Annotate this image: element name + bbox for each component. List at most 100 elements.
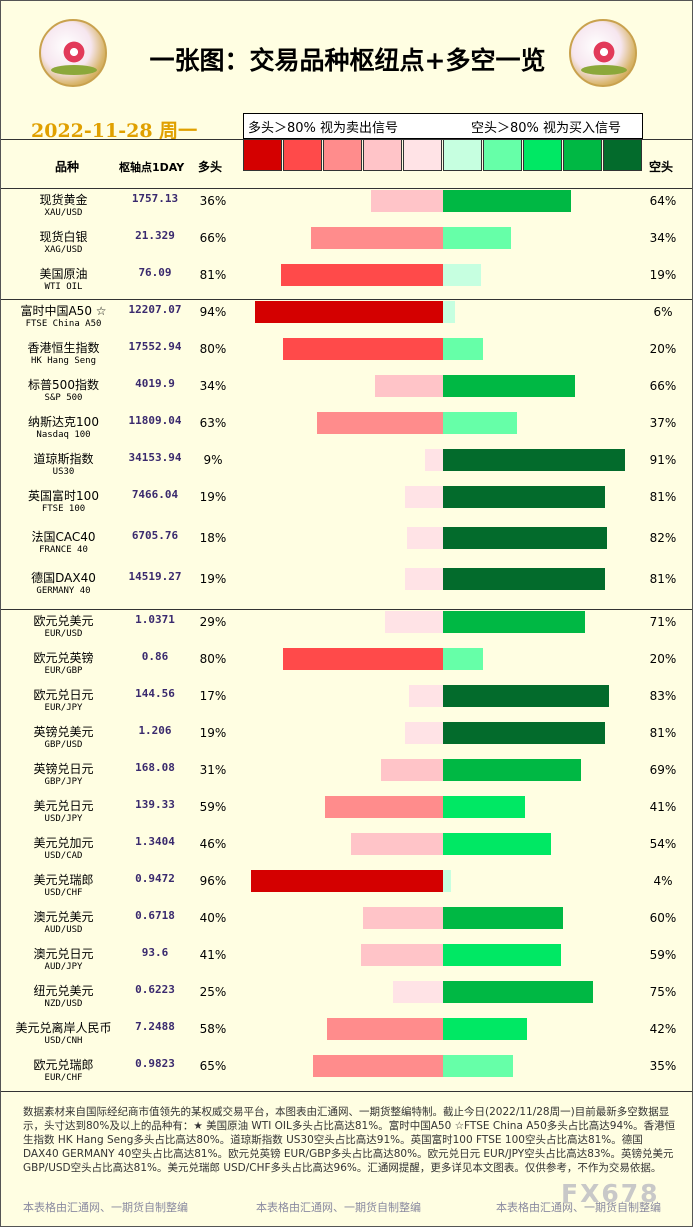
long-percent-label: 29% [199,615,227,629]
long-bar [255,301,443,323]
table-row: 英镑兑日元 GBP/JPY 168.08 31% 69% [1,758,692,795]
instrument-code: US30 [52,467,75,477]
long-percent-label: 36% [199,194,227,208]
watermark: 本表格由汇通网、一期货自制整编 [23,1201,188,1214]
pivot-value: 12207.07 [128,303,182,316]
instrument-name: 标普500指数 [28,378,99,392]
short-bar [443,1018,527,1040]
long-bar [351,833,443,855]
instrument-code: USD/CNH [44,1036,83,1046]
pivot-value: 21.329 [135,229,175,242]
watermark: 本表格由汇通网、一期货自制整编 [256,1201,421,1214]
long-bar [281,264,443,286]
color-scale [243,139,643,171]
instrument-code: XAU/USD [44,208,83,218]
long-bar [325,796,443,818]
short-bar [443,264,481,286]
report-date: 2022-11-28 周一 [31,120,198,142]
instrument-code: EUR/CHF [44,1073,83,1083]
long-bar [327,1018,443,1040]
long-percent-label: 63% [199,416,227,430]
long-percent-label: 80% [199,652,227,666]
short-bar [443,685,609,707]
instrument-name: 美国原油 [39,267,88,281]
long-bar [375,375,443,397]
table-row: 欧元兑英镑 EUR/GBP 0.86 80% 20% [1,647,692,684]
instrument-code: AUD/JPY [44,962,83,972]
short-bar [443,907,563,929]
long-bar [311,227,443,249]
instrument-code: FRANCE 40 [39,545,88,555]
divider [1,188,692,189]
instrument-name: 英镑兑美元 [33,725,94,739]
table-row: 美元兑离岸人民币 USD/CNH 7.2488 58% 42% [1,1017,692,1054]
pivot-value: 14519.27 [128,570,182,583]
instrument-code: FTSE China A50 [25,319,102,329]
long-bar [317,412,443,434]
short-bar [443,981,593,1003]
pivot-value: 1.0371 [135,613,175,626]
watermark: 本表格由汇通网、一期货自制整编 [496,1201,661,1214]
instrument-code: USD/JPY [44,814,83,824]
short-percent-label: 41% [649,800,677,814]
long-percent-label: 96% [199,874,227,888]
long-percent-label: 80% [199,342,227,356]
pivot-value: 34153.94 [128,451,182,464]
instrument-code: FTSE 100 [41,504,86,514]
short-bar [443,227,511,249]
pivot-value: 144.56 [135,687,175,700]
instrument-code: GERMANY 40 [36,586,91,596]
table-row: 富时中国A50 ☆ FTSE China A50 12207.07 94% 6% [1,300,692,337]
long-bar [371,190,443,212]
long-bar [313,1055,443,1077]
table-row: 澳元兑美元 AUD/USD 0.6718 40% 60% [1,906,692,943]
instrument-name: 美元兑加元 [33,836,94,850]
long-percent-label: 34% [199,379,227,393]
short-percent-label: 4% [653,874,673,888]
instrument-code: GBP/USD [44,740,83,750]
pivot-value: 0.6718 [135,909,175,922]
short-percent-label: 69% [649,763,677,777]
short-percent-label: 81% [649,490,677,504]
pivot-value: 6705.76 [131,529,179,542]
short-bar [443,375,575,397]
brand-watermark: FX678 [561,1179,660,1208]
pivot-value: 1.3404 [135,835,175,848]
color-scale-swatch [363,139,402,171]
short-percent-label: 19% [649,268,677,282]
long-bar [409,685,443,707]
long-bar [405,568,443,590]
long-bar [363,907,443,929]
instrument-name: 英镑兑日元 [33,762,94,776]
long-percent-label: 19% [199,490,227,504]
column-header-long: 多头 [198,160,223,174]
short-bar [443,301,455,323]
table-row: 欧元兑瑞郎 EUR/CHF 0.9823 65% 35% [1,1054,692,1091]
short-percent-label: 59% [649,948,677,962]
color-scale-swatch [323,139,362,171]
instrument-code: EUR/USD [44,629,83,639]
short-percent-label: 64% [649,194,677,208]
short-percent-label: 6% [653,305,673,319]
long-percent-label: 65% [199,1059,227,1073]
instrument-name: 欧元兑美元 [33,614,94,628]
divider [1,1091,692,1092]
instrument-code: S&P 500 [44,393,83,403]
table-row: 美元兑瑞郎 USD/CHF 0.9472 96% 4% [1,869,692,906]
short-bar [443,722,605,744]
long-percent-label: 40% [199,911,227,925]
instrument-code: GBP/JPY [44,777,83,787]
short-percent-label: 81% [649,726,677,740]
instrument-name: 现货白银 [39,230,88,244]
instrument-name: 道琼斯指数 [33,452,94,466]
short-percent-label: 82% [649,531,677,545]
long-percent-label: 18% [199,531,227,545]
short-percent-label: 83% [649,689,677,703]
short-bar [443,944,561,966]
long-bar [393,981,443,1003]
divider [1,139,692,140]
long-percent-label: 25% [199,985,227,999]
long-bar [361,944,443,966]
short-percent-label: 42% [649,1022,677,1036]
instrument-code: AUD/USD [44,925,83,935]
